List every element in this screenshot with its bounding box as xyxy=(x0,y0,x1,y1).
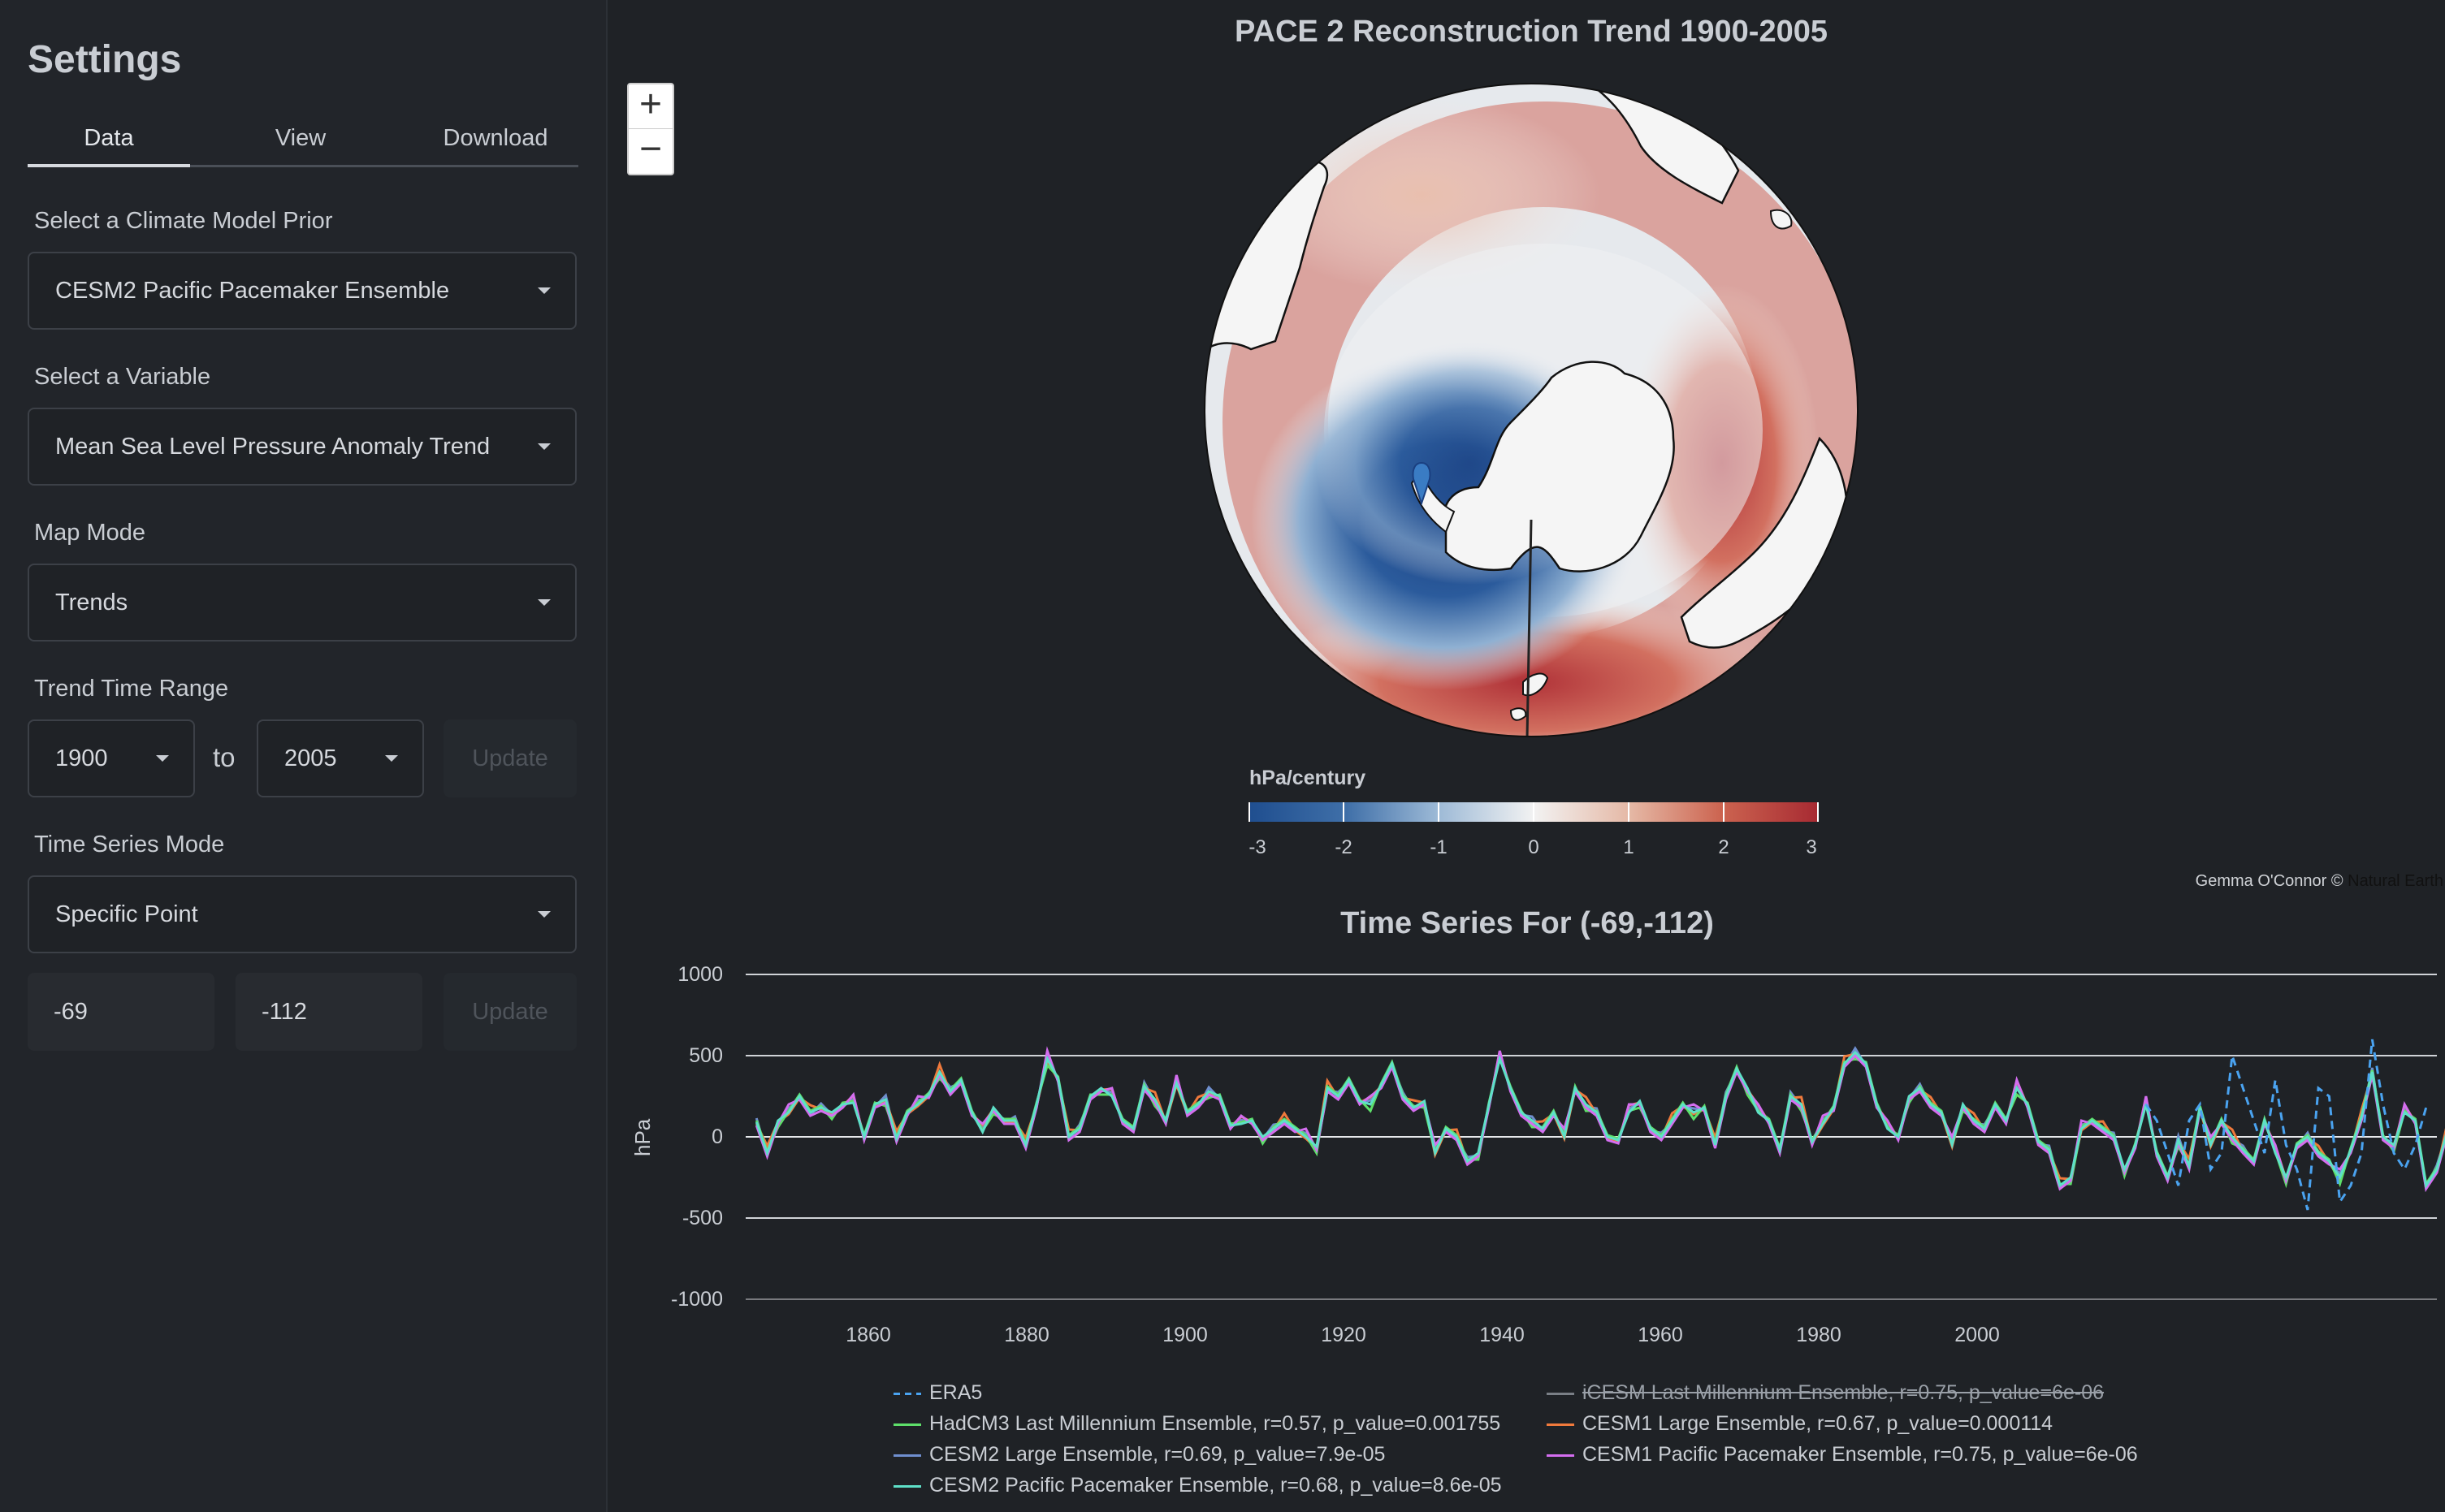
legend-label: iCESM Last Millennium Ensemble, r=0.75, … xyxy=(1582,1381,2105,1404)
x-tick: 1940 xyxy=(1479,1324,1525,1346)
legend-swatch xyxy=(894,1454,921,1457)
chevron-down-icon xyxy=(538,443,551,450)
legend-item-cesm2-pacemaker[interactable]: CESM2 Pacific Pacemaker Ensemble, r=0.68… xyxy=(894,1471,1502,1499)
tab-view[interactable]: View xyxy=(275,125,327,151)
x-tick: 2000 xyxy=(1954,1324,2000,1346)
legend-label: ERA5 xyxy=(929,1381,983,1404)
chevron-down-icon xyxy=(538,287,551,294)
zoom-in-button[interactable]: + xyxy=(629,84,673,129)
trend-range-label: Trend Time Range xyxy=(34,676,229,702)
colorbar-title: hPa/century xyxy=(1249,767,1366,789)
ts-mode-label: Time Series Mode xyxy=(34,832,225,858)
legend-swatch xyxy=(1547,1423,1574,1426)
trend-start-select[interactable]: 1900 xyxy=(28,719,195,797)
legend-swatch xyxy=(1547,1392,1574,1395)
map-mode-label: Map Mode xyxy=(34,520,146,546)
x-tick: 1860 xyxy=(846,1324,891,1346)
settings-sidebar: Settings Data View Download Select a Cli… xyxy=(0,0,608,1512)
map-mode-select-value: Trends xyxy=(55,590,128,616)
legend-swatch xyxy=(894,1392,921,1395)
point-update-button[interactable]: Update xyxy=(444,973,577,1051)
x-tick: 1980 xyxy=(1796,1324,1841,1346)
x-tick: 1920 xyxy=(1321,1324,1366,1346)
x-tick: 1900 xyxy=(1162,1324,1208,1346)
legend-label: HadCM3 Last Millennium Ensemble, r=0.57,… xyxy=(929,1412,1501,1435)
latitude-input[interactable]: -69 xyxy=(28,973,214,1051)
chevron-down-icon xyxy=(538,599,551,606)
legend-swatch xyxy=(894,1423,921,1426)
attribution-text: Gemma O'Connor © xyxy=(2195,872,2348,890)
chevron-down-icon xyxy=(385,755,398,762)
settings-title: Settings xyxy=(28,38,182,81)
legend-label: CESM1 Pacific Pacemaker Ensemble, r=0.75… xyxy=(1582,1443,2138,1466)
colorbar-tick: -1 xyxy=(1430,836,1448,858)
trend-map[interactable] xyxy=(1202,81,1860,739)
map-mode-select[interactable]: Trends xyxy=(28,564,577,642)
legend-item-hadcm3[interactable]: HadCM3 Last Millennium Ensemble, r=0.57,… xyxy=(894,1410,1500,1437)
trend-update-button[interactable]: Update xyxy=(444,719,577,797)
colorbar-tick: 0 xyxy=(1528,836,1539,858)
zoom-out-button[interactable]: − xyxy=(638,127,663,171)
chevron-down-icon xyxy=(156,755,169,762)
legend-label: CESM2 Pacific Pacemaker Ensemble, r=0.68… xyxy=(929,1474,1502,1497)
y-tick: -1000 xyxy=(671,1288,723,1311)
ts-mode-select-value: Specific Point xyxy=(55,901,198,927)
y-tick: 1000 xyxy=(677,963,723,986)
longitude-input[interactable]: -112 xyxy=(236,973,422,1051)
colorbar xyxy=(1248,802,1819,822)
x-tick: 1880 xyxy=(1004,1324,1049,1346)
settings-tabs: Data View Download xyxy=(28,122,578,167)
legend-item-cesm1-pacemaker[interactable]: CESM1 Pacific Pacemaker Ensemble, r=0.75… xyxy=(1547,1441,2138,1468)
natural-earth-link[interactable]: Natural Earth xyxy=(2348,872,2443,890)
ts-mode-select[interactable]: Specific Point xyxy=(28,875,577,953)
legend-item-era5[interactable]: ERA5 xyxy=(894,1379,982,1406)
legend-label: CESM1 Large Ensemble, r=0.67, p_value=0.… xyxy=(1582,1412,2053,1435)
chevron-down-icon xyxy=(538,911,551,918)
y-tick: -500 xyxy=(682,1207,723,1229)
colorbar-tick: 2 xyxy=(1718,836,1729,858)
trend-to-label: to xyxy=(213,742,236,772)
model-select[interactable]: CESM2 Pacific Pacemaker Ensemble xyxy=(28,252,577,330)
model-select-value: CESM2 Pacific Pacemaker Ensemble xyxy=(55,278,450,304)
trend-start-value: 1900 xyxy=(55,745,108,771)
series-cesm2-pacemaker xyxy=(755,1050,2445,1190)
map-title: PACE 2 Reconstruction Trend 1900-2005 xyxy=(1235,15,1828,49)
map-attribution: Gemma O'Connor © Natural Earth xyxy=(2196,872,2443,891)
x-tick: 1960 xyxy=(1638,1324,1683,1346)
y-tick: 0 xyxy=(712,1125,723,1148)
legend-swatch xyxy=(894,1484,921,1488)
timeseries-title: Time Series For (-69,-112) xyxy=(1340,906,1714,940)
model-label: Select a Climate Model Prior xyxy=(34,208,333,234)
series-era5 xyxy=(2144,1039,2428,1211)
tab-download[interactable]: Download xyxy=(443,125,548,151)
legend-item-cesm1-large[interactable]: CESM1 Large Ensemble, r=0.67, p_value=0.… xyxy=(1547,1410,2053,1437)
variable-label: Select a Variable xyxy=(34,364,211,390)
y-tick: 500 xyxy=(689,1044,723,1067)
variable-select[interactable]: Mean Sea Level Pressure Anomaly Trend xyxy=(28,408,577,486)
trend-end-value: 2005 xyxy=(284,745,337,771)
location-pin-icon xyxy=(1412,461,1431,507)
trend-end-select[interactable]: 2005 xyxy=(257,719,424,797)
zoom-control: + − xyxy=(627,83,674,175)
legend-item-icesm[interactable]: iCESM Last Millennium Ensemble, r=0.75, … xyxy=(1547,1379,2104,1406)
legend-item-cesm2-large[interactable]: CESM2 Large Ensemble, r=0.69, p_value=7.… xyxy=(894,1441,1385,1468)
colorbar-tick: 3 xyxy=(1806,836,1817,858)
colorbar-tick: 1 xyxy=(1623,836,1634,858)
colorbar-tick: -3 xyxy=(1248,836,1266,858)
colorbar-tick: -2 xyxy=(1335,836,1352,858)
legend-label: CESM2 Large Ensemble, r=0.69, p_value=7.… xyxy=(929,1443,1386,1466)
legend-swatch xyxy=(1547,1454,1574,1457)
tab-data[interactable]: Data xyxy=(28,122,190,167)
variable-select-value: Mean Sea Level Pressure Anomaly Trend xyxy=(55,434,491,460)
